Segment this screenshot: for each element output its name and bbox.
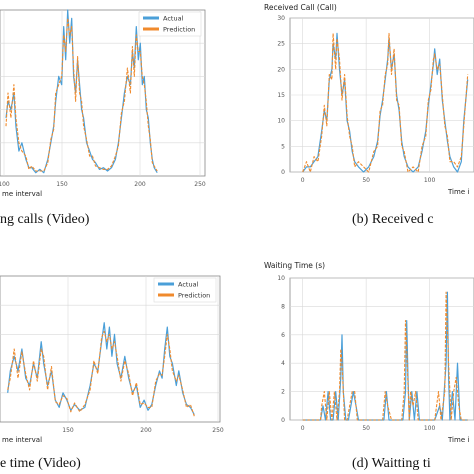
y-tick-label: 6 [281, 332, 285, 339]
y-tick-label: 25 [277, 41, 285, 48]
x-tick-label: 150 [56, 181, 68, 188]
x-tick-label: 100 [0, 181, 10, 188]
x-tick-label: 200 [140, 427, 152, 434]
caption-b: (b) Received c [352, 212, 434, 227]
legend-label: Actual [163, 15, 184, 23]
x-tick-label: 50 [362, 177, 370, 184]
x-tick-label: 100 [424, 425, 436, 432]
x-tick-label: 100 [424, 177, 436, 184]
caption-d: (d) Waitting ti [352, 456, 431, 471]
legend-box [138, 11, 202, 37]
chart-d: 0 50 100 0 2 4 6 8 10 Waiting Time (s) Time i [264, 261, 474, 444]
x-axis-label: me interval [2, 436, 42, 444]
series-line-prediction [302, 291, 468, 421]
legend-box [153, 277, 217, 303]
x-tick-label: 0 [301, 425, 305, 432]
caption-a: ng calls (Video) [0, 212, 90, 227]
legend-label: Prediction [163, 26, 195, 34]
chart-panel-a: 100 150 200 250 Actual Prediction me interval [0, 0, 218, 200]
x-tick-label: 250 [194, 181, 206, 188]
y-tick-label: 2 [281, 389, 285, 396]
plot-frame [0, 9, 206, 177]
y-tick-label: 20 [277, 66, 285, 73]
caption-c: e time (Video) [0, 456, 81, 471]
x-tick-label: 50 [362, 425, 370, 432]
series-line-actual [302, 291, 468, 421]
x-tick-label: 250 [212, 427, 224, 434]
y-tick-label: 8 [281, 303, 285, 310]
chart-panel-b: 0 50 100 0 5 10 15 20 25 30 Received Call (Call) Ti… [258, 0, 474, 200]
y-tick-label: 15 [277, 92, 285, 99]
y-tick-label: 5 [281, 143, 285, 150]
chart-title: Received Call (Call) [264, 3, 337, 12]
series-line-prediction [302, 32, 469, 173]
legend-label: Actual [178, 281, 199, 289]
chart-panel-d: 0 50 100 0 2 4 6 8 10 Waiting Time (s) Time i [258, 258, 474, 448]
legend-label: Prediction [178, 292, 210, 300]
y-tick-label: 30 [277, 15, 285, 22]
chart-a: 100 150 200 250 Actual Prediction me interval [0, 9, 206, 198]
chart-title: Waiting Time (s) [264, 261, 325, 270]
x-axis-label: me interval [2, 190, 42, 198]
y-tick-label: 10 [277, 275, 285, 282]
x-tick-label: 150 [62, 427, 74, 434]
series-line-prediction [5, 17, 158, 172]
x-axis-label: Time i [447, 436, 469, 444]
chart-b: 0 50 100 0 5 10 15 20 25 30 Received Call (Call) Ti… [264, 3, 474, 196]
y-tick-label: 10 [277, 118, 285, 125]
chart-panel-c: 150 200 250 Actual Prediction me interval [0, 258, 230, 448]
chart-c: 150 200 250 Actual Prediction me interval [0, 275, 224, 444]
x-tick-label: 200 [134, 181, 146, 188]
y-tick-label: 0 [281, 417, 285, 424]
series-line-prediction [7, 330, 195, 417]
series-line-actual [7, 322, 195, 415]
y-tick-label: 0 [281, 169, 285, 176]
y-tick-label: 4 [281, 360, 285, 367]
x-axis-label: Time i [447, 188, 469, 196]
x-tick-label: 0 [301, 177, 305, 184]
